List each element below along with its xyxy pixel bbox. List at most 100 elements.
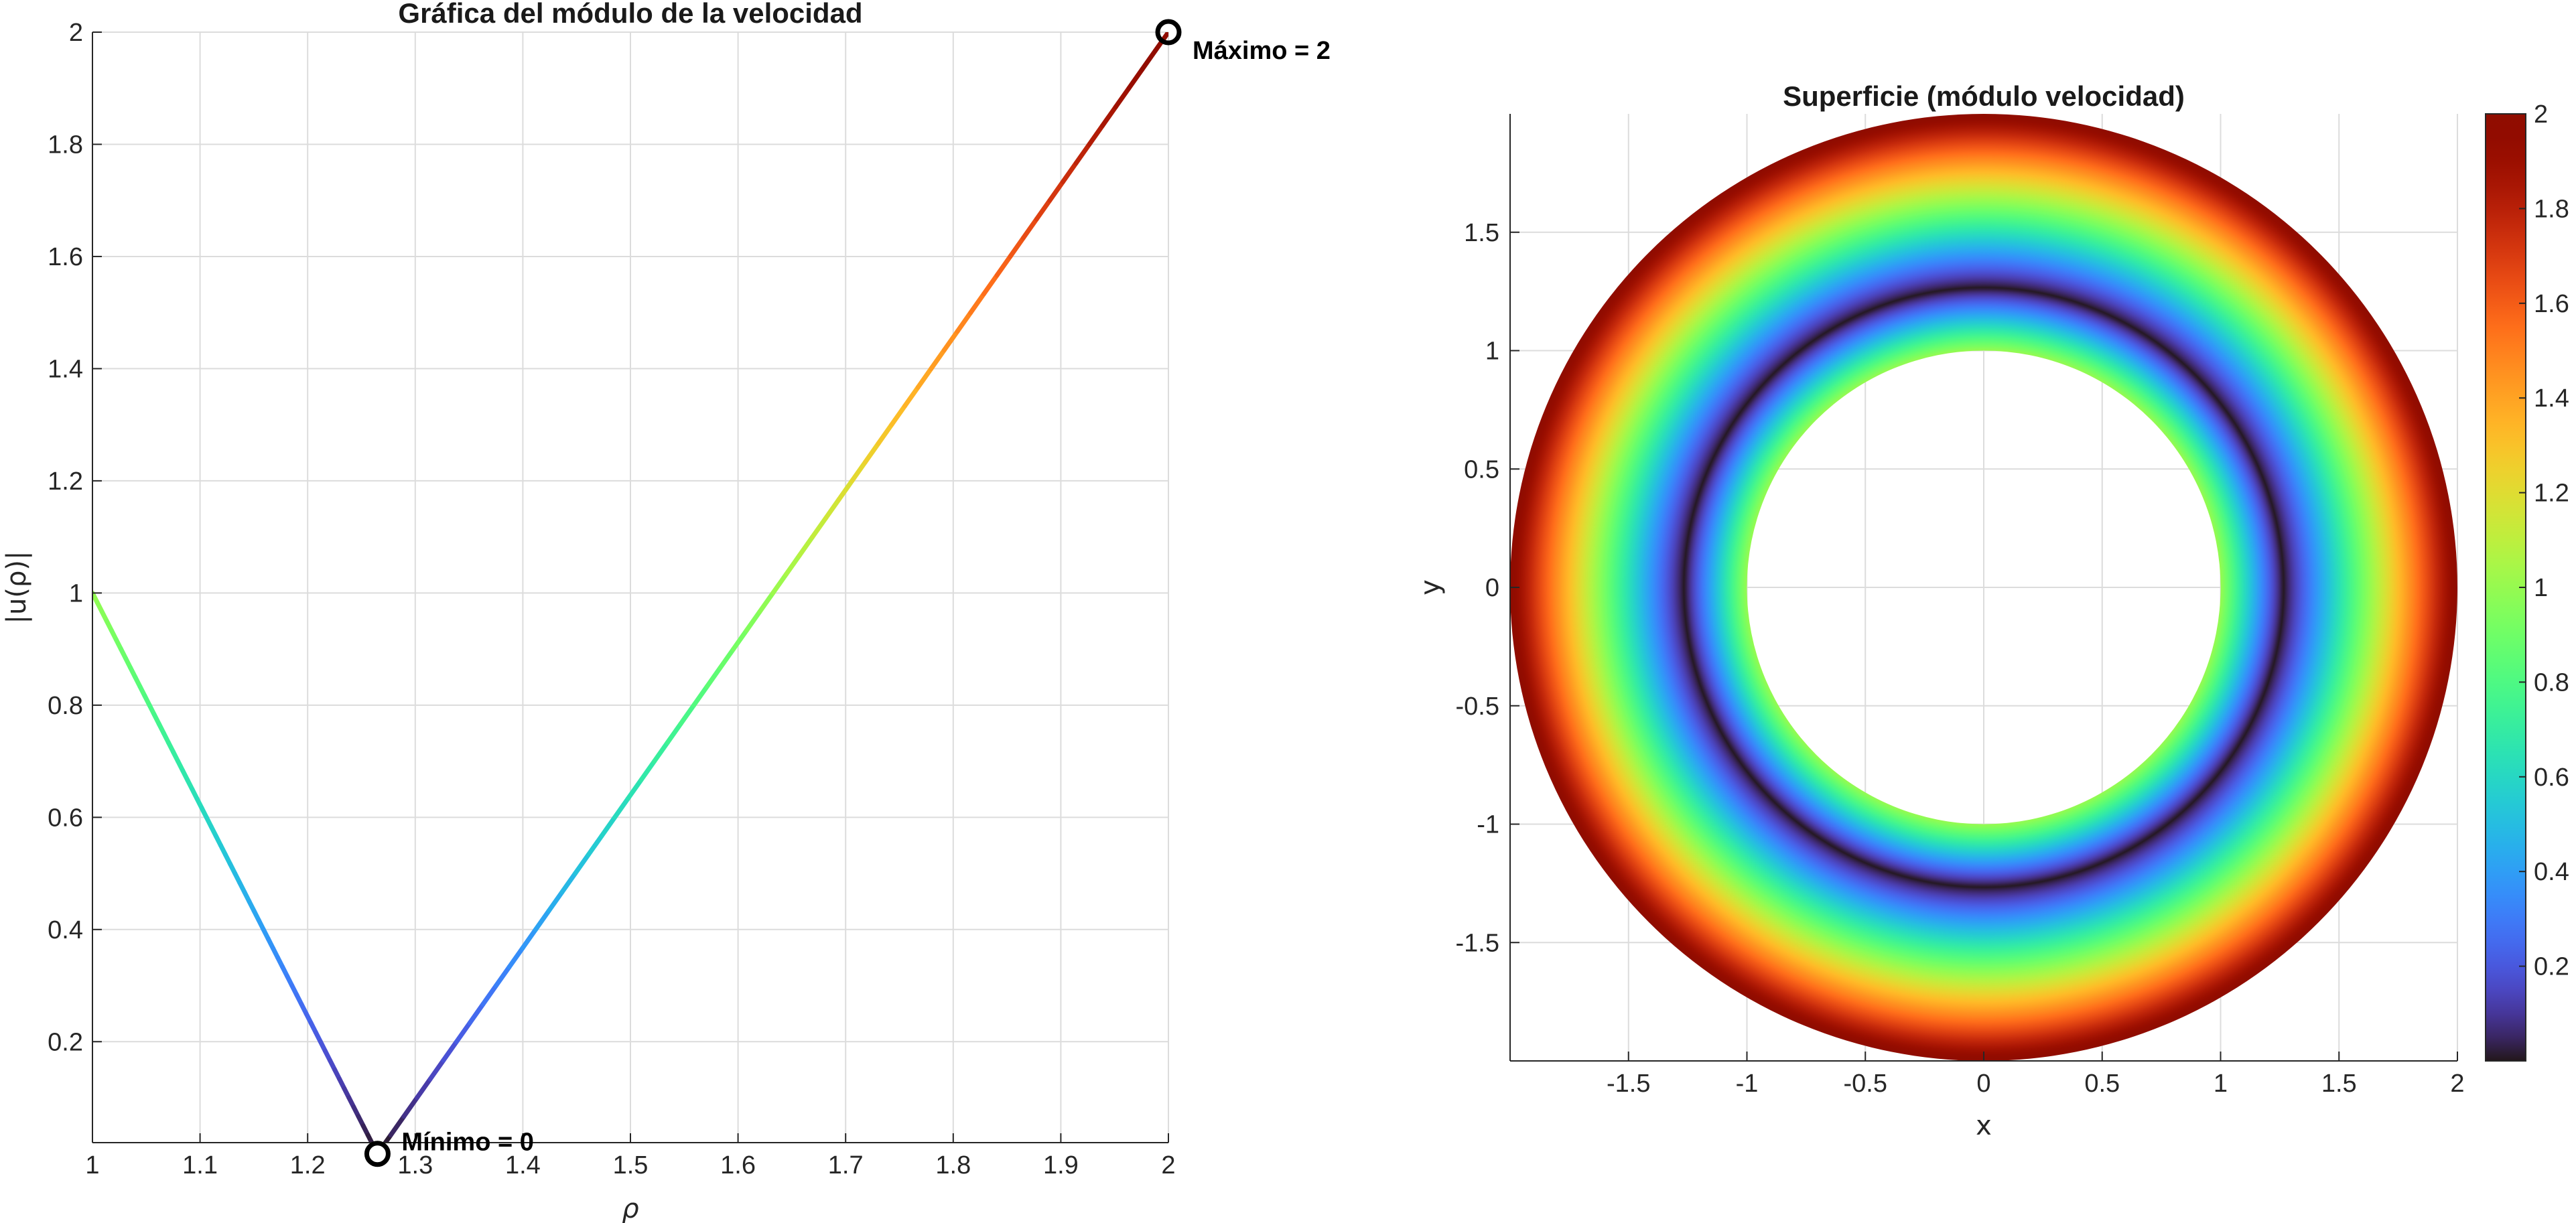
line-series-segment	[1061, 160, 1079, 184]
colorbar-ticks: 0.2 0.4 0.6 0.8 1 1.2 1.4 1.6 1.8 2	[2519, 100, 2569, 981]
line-chart-y-tick-label: 1	[69, 579, 83, 607]
line-series-segment	[889, 403, 907, 427]
colorbar-tick-label: 0.6	[2534, 764, 2569, 792]
colorbar-tick-label: 1.6	[2534, 290, 2569, 318]
line-series-segment	[704, 665, 723, 689]
line-chart-x-label: ρ	[622, 1194, 638, 1223]
line-series-segment	[652, 740, 670, 764]
surface-y-tick-label: -0.5	[1456, 693, 1499, 721]
surface-chart-x-label: x	[1976, 1110, 1992, 1141]
line-chart-y-tick-label: 0.4	[48, 916, 83, 944]
line-chart-y-tick-label: 0.6	[48, 804, 83, 832]
line-series-segment	[599, 814, 618, 839]
line-series-segment	[981, 273, 1000, 297]
line-chart-x-tick-label: 1.8	[935, 1151, 971, 1179]
line-chart-x-tick-label: 1.3	[397, 1151, 433, 1179]
line-series-segment	[850, 459, 868, 484]
line-chart-x-tick-label: 1.9	[1043, 1151, 1079, 1179]
line-series-segment	[467, 1001, 486, 1025]
line-series-segment	[1140, 48, 1158, 72]
line-series-segment	[401, 1095, 419, 1119]
line-series-segment	[382, 1133, 393, 1143]
line-series-segment	[942, 329, 960, 353]
surface-chart-x-ticks: -1.5 -1 -0.5 0 0.5 1 1.5 2	[1607, 1052, 2465, 1098]
line-series-segment	[520, 927, 539, 951]
line-series-segment	[506, 946, 525, 970]
line-series-segment	[783, 553, 802, 577]
line-series-segment	[586, 833, 604, 857]
surface-y-tick-label: 0.5	[1464, 455, 1499, 484]
surface-x-tick-label: -1.5	[1607, 1070, 1650, 1098]
line-series-segment	[876, 422, 894, 446]
line-series-segment	[731, 628, 749, 652]
line-series-segment	[533, 908, 551, 932]
line-series-segment	[365, 1133, 375, 1143]
line-series-segment	[612, 796, 630, 820]
colorbar-tick-label: 1.2	[2534, 480, 2569, 508]
line-series-segment	[625, 777, 644, 801]
colorbar-tick-label: 0.8	[2534, 668, 2569, 697]
colorbar-tick-label: 0.4	[2534, 858, 2569, 886]
line-chart-annotations: Mínimo = 0 Máximo = 2	[364, 19, 1331, 1167]
surface-x-tick-label: 0.5	[2084, 1070, 2120, 1098]
line-series-segment	[559, 871, 578, 895]
line-series-segment	[929, 348, 947, 371]
line-chart-x-tick-label: 2	[1161, 1151, 1175, 1179]
surface-y-tick-label: 1.5	[1464, 219, 1499, 247]
line-series-segment	[454, 1020, 472, 1044]
surface-chart-title: Superficie (módulo velocidad)	[1783, 80, 2185, 112]
colorbar-tick-label: 0.2	[2534, 953, 2569, 981]
line-series-segment	[968, 291, 987, 315]
colorbar-tick-label: 1	[2534, 574, 2548, 602]
line-series-segment	[915, 366, 934, 390]
line-chart-x-tick-label: 1.6	[720, 1151, 756, 1179]
line-series-segment	[427, 1058, 446, 1082]
line-chart-y-label: |u(ρ)|	[1, 551, 32, 624]
line-series-segment	[1008, 235, 1026, 259]
colorbar-tick-label: 2	[2534, 100, 2548, 129]
line-series-segment	[1021, 216, 1039, 240]
line-series-segment	[1113, 86, 1132, 110]
line-series-segment	[494, 964, 512, 989]
colorbar-tick-label: 1.8	[2534, 195, 2569, 223]
line-series-segment	[1047, 179, 1066, 203]
colorbar-tick-label: 1.4	[2534, 384, 2569, 413]
line-series-segment	[757, 590, 776, 614]
surface-annulus	[1510, 114, 2457, 1061]
line-series-segment	[862, 441, 881, 465]
line-chart: 1 1.1 1.2 1.3 1.4 1.5 1.6 1.7 1.8 1.9 2 0.20.40.60…	[1, 0, 1331, 1223]
line-chart-y-tick-label: 1.2	[48, 467, 83, 496]
line-chart-y-tick-label: 1.4	[48, 355, 83, 383]
line-series-segment	[902, 384, 921, 409]
surface-y-tick-label: -1	[1477, 811, 1499, 839]
line-series-segment	[797, 534, 815, 559]
line-chart-title: Gráfica del módulo de la velocidad	[398, 0, 862, 29]
annotation-marker	[364, 1141, 391, 1167]
line-series-segment	[718, 646, 736, 670]
line-chart-x-ticks: 1 1.1 1.2 1.3 1.4 1.5 1.6 1.7 1.8 1.9 2	[85, 1133, 1176, 1179]
line-series-segment	[441, 1039, 459, 1063]
line-series-segment	[770, 571, 789, 595]
surface-y-tick-label: -1.5	[1456, 929, 1499, 957]
line-chart-x-tick-label: 1.2	[290, 1151, 326, 1179]
surface-x-tick-label: 2	[2450, 1070, 2464, 1098]
line-chart-x-tick-label: 1.4	[505, 1151, 541, 1179]
line-series-segment	[480, 983, 499, 1007]
line-series-segment	[1073, 141, 1092, 165]
line-chart-y-tick-label: 1.6	[48, 243, 83, 271]
surface-ring	[1510, 114, 2457, 1061]
line-series-segment	[1100, 104, 1118, 129]
surface-x-tick-label: -1	[1736, 1070, 1759, 1098]
surface-x-tick-label: 0	[1976, 1070, 1990, 1098]
line-chart-y-tick-label: 0.2	[48, 1028, 83, 1056]
line-series-segment	[836, 478, 855, 502]
surface-x-tick-label: 1.5	[2321, 1070, 2357, 1098]
line-series-segment	[810, 516, 828, 540]
colorbar-bar	[2485, 113, 2526, 1062]
surface-x-tick-label: 1	[2214, 1070, 2228, 1098]
surface-y-tick-label: 1	[1485, 338, 1499, 366]
line-series-segment	[1087, 123, 1105, 147]
line-series-segment	[744, 609, 762, 633]
surface-chart-y-label: y	[1415, 579, 1446, 595]
